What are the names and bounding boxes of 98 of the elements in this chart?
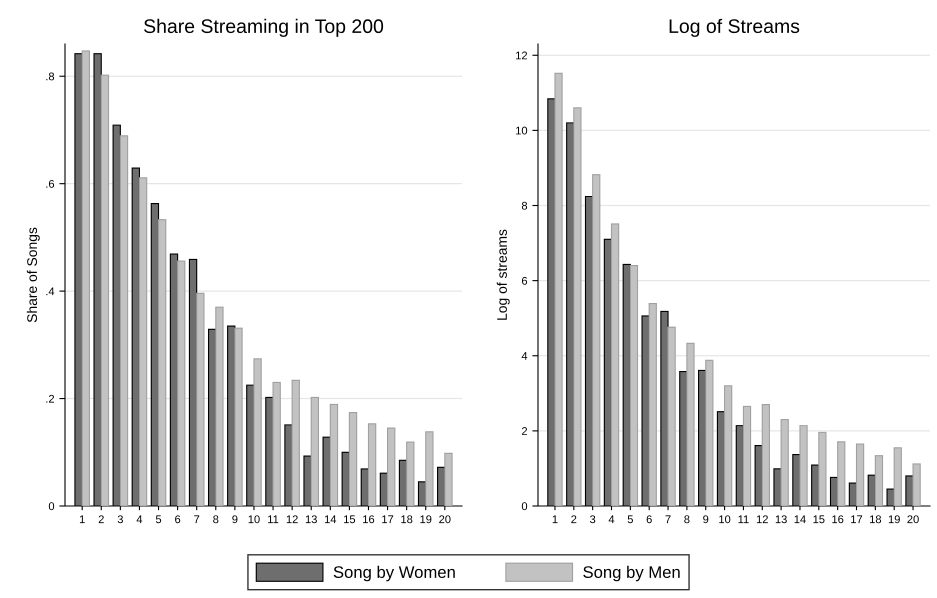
x-tick-label: 17 — [851, 515, 862, 524]
bar — [742, 406, 752, 506]
chart-title: Share Streaming in Top 200 — [144, 18, 384, 37]
bar — [272, 382, 281, 506]
y-tick-label: 8 — [522, 202, 528, 210]
x-tick-label: 1 — [80, 515, 85, 524]
x-tick-label: 4 — [136, 515, 142, 524]
bar — [253, 358, 262, 506]
bar — [310, 396, 320, 506]
x-tick-label: 10 — [719, 515, 730, 524]
x-tick-label: 10 — [248, 515, 260, 524]
bar — [330, 404, 338, 506]
x-tick-label: 5 — [156, 515, 162, 524]
bar — [292, 380, 300, 506]
bar — [573, 107, 582, 506]
x-tick-label: 5 — [628, 515, 633, 524]
bar — [234, 328, 243, 506]
bar — [387, 428, 396, 506]
x-tick-label: 3 — [590, 515, 596, 524]
x-tick-label: 8 — [684, 515, 690, 524]
bar — [444, 452, 453, 506]
legend-label: Song by Women — [334, 566, 455, 582]
bar — [630, 265, 638, 506]
bar — [837, 441, 846, 506]
x-tick-label: 14 — [324, 515, 336, 524]
y-tick-label: 2 — [522, 427, 528, 435]
bar — [215, 306, 224, 506]
y-tick-label: .2 — [46, 394, 54, 403]
bar — [368, 423, 376, 506]
x-tick-label: 20 — [439, 515, 451, 524]
x-tick-label: 2 — [98, 515, 104, 524]
x-tick-label: 13 — [776, 515, 787, 524]
bar — [120, 135, 128, 506]
y-axis-title: Log of streams — [496, 230, 510, 320]
x-tick-label: 4 — [608, 515, 614, 524]
bar — [799, 425, 808, 506]
y-tick-label: 4 — [522, 352, 528, 360]
legend-label: Song by Men — [583, 566, 680, 582]
y-tick-label: 0 — [522, 502, 528, 510]
x-tick-label: 19 — [420, 515, 432, 524]
x-tick-label: 3 — [118, 515, 123, 524]
bar — [610, 223, 620, 506]
x-tick-label: 9 — [703, 515, 708, 524]
bar — [894, 447, 902, 506]
x-tick-label: 13 — [306, 515, 317, 524]
y-tick-label: 10 — [516, 126, 528, 135]
x-tick-label: 18 — [870, 515, 882, 524]
x-tick-label: 15 — [344, 515, 356, 524]
bar — [762, 404, 770, 506]
x-tick-label: 17 — [382, 515, 394, 524]
bar — [100, 74, 110, 506]
bar — [648, 302, 657, 506]
x-tick-label: 19 — [888, 515, 900, 524]
x-tick-label: 11 — [738, 515, 749, 524]
y-tick-label: .8 — [46, 72, 54, 80]
bar — [874, 455, 884, 506]
bar — [856, 443, 864, 506]
x-tick-label: 6 — [175, 515, 180, 524]
bar — [592, 174, 600, 506]
bar — [348, 412, 358, 506]
x-tick-label: 20 — [907, 515, 919, 524]
x-tick-label: 8 — [213, 515, 218, 524]
bar — [780, 419, 789, 506]
bar — [138, 177, 148, 506]
y-tick-label: 6 — [522, 276, 528, 285]
x-tick-label: 12 — [286, 515, 298, 524]
x-tick-label: 15 — [813, 515, 825, 524]
x-tick-label: 16 — [363, 515, 374, 524]
chart-title: Log of Streams — [670, 18, 800, 37]
x-tick-label: 7 — [194, 515, 200, 524]
bar — [818, 432, 827, 506]
bar — [425, 431, 434, 506]
x-tick-label: 7 — [666, 515, 671, 524]
y-tick-label: 12 — [516, 52, 528, 60]
y-tick-label: .4 — [46, 288, 54, 296]
x-tick-label: 1 — [552, 515, 558, 524]
bar — [686, 342, 695, 506]
y-tick-label: .6 — [46, 180, 54, 188]
bar — [667, 326, 676, 506]
bar — [912, 463, 921, 506]
bar — [177, 260, 186, 506]
y-tick-label: 0 — [48, 502, 54, 510]
bar — [196, 292, 205, 506]
bar — [554, 72, 563, 506]
x-tick-label: 9 — [232, 515, 238, 524]
x-tick-label: 18 — [401, 515, 412, 524]
bar — [705, 360, 714, 506]
x-tick-label: 6 — [646, 515, 652, 524]
x-tick-label: 12 — [756, 515, 768, 524]
x-tick-label: 16 — [832, 515, 844, 524]
bar — [82, 50, 90, 506]
y-axis-title: Share of Songs — [26, 228, 40, 322]
bar — [724, 385, 732, 506]
bar — [158, 219, 166, 506]
x-tick-label: 14 — [794, 515, 806, 524]
x-tick-label: 11 — [268, 515, 278, 524]
x-tick-label: 2 — [571, 515, 576, 524]
bar — [406, 442, 414, 506]
